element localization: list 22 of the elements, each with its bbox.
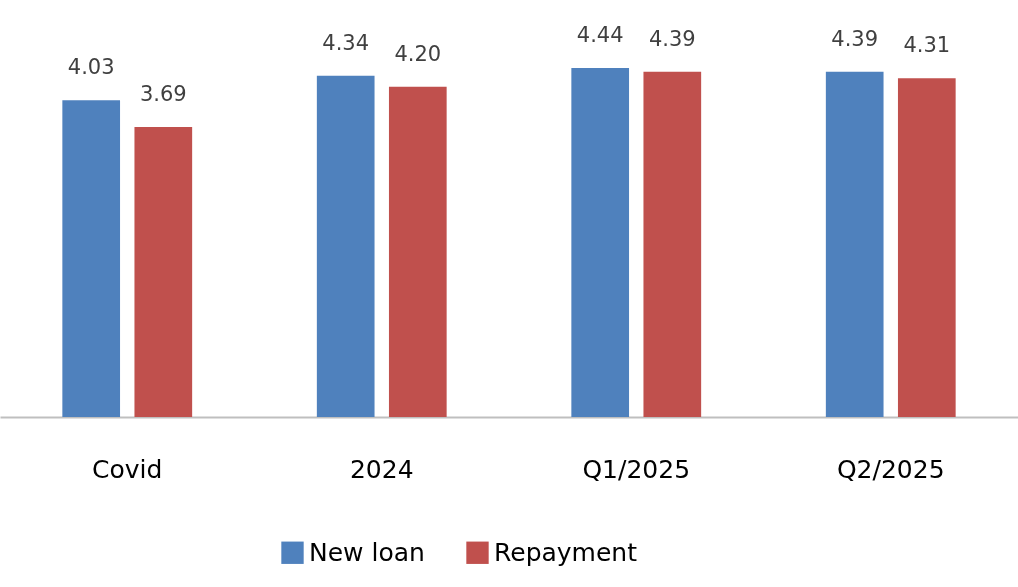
data-label: 4.34 bbox=[322, 30, 370, 55]
x-tick-label: Covid bbox=[92, 454, 163, 484]
bar bbox=[62, 100, 121, 417]
data-label: 4.20 bbox=[394, 41, 442, 66]
bar bbox=[643, 71, 702, 417]
data-label: 4.31 bbox=[903, 33, 951, 58]
bar bbox=[825, 71, 884, 417]
legend-label: New loan bbox=[309, 537, 425, 567]
bar bbox=[897, 78, 956, 417]
x-tick-label: Q2/2025 bbox=[836, 454, 945, 484]
x-tick-label: 2024 bbox=[349, 454, 414, 484]
data-label: 4.44 bbox=[576, 22, 624, 47]
data-label: 4.03 bbox=[67, 55, 115, 80]
data-label: 4.39 bbox=[831, 26, 879, 51]
bar bbox=[571, 67, 630, 417]
bar bbox=[316, 75, 375, 417]
bar bbox=[134, 126, 193, 417]
x-tick-label: Q1/2025 bbox=[582, 454, 691, 484]
legend-label: Repayment bbox=[494, 537, 638, 567]
data-label: 3.69 bbox=[139, 81, 187, 106]
bar bbox=[388, 86, 447, 417]
data-label: 4.39 bbox=[648, 26, 696, 51]
